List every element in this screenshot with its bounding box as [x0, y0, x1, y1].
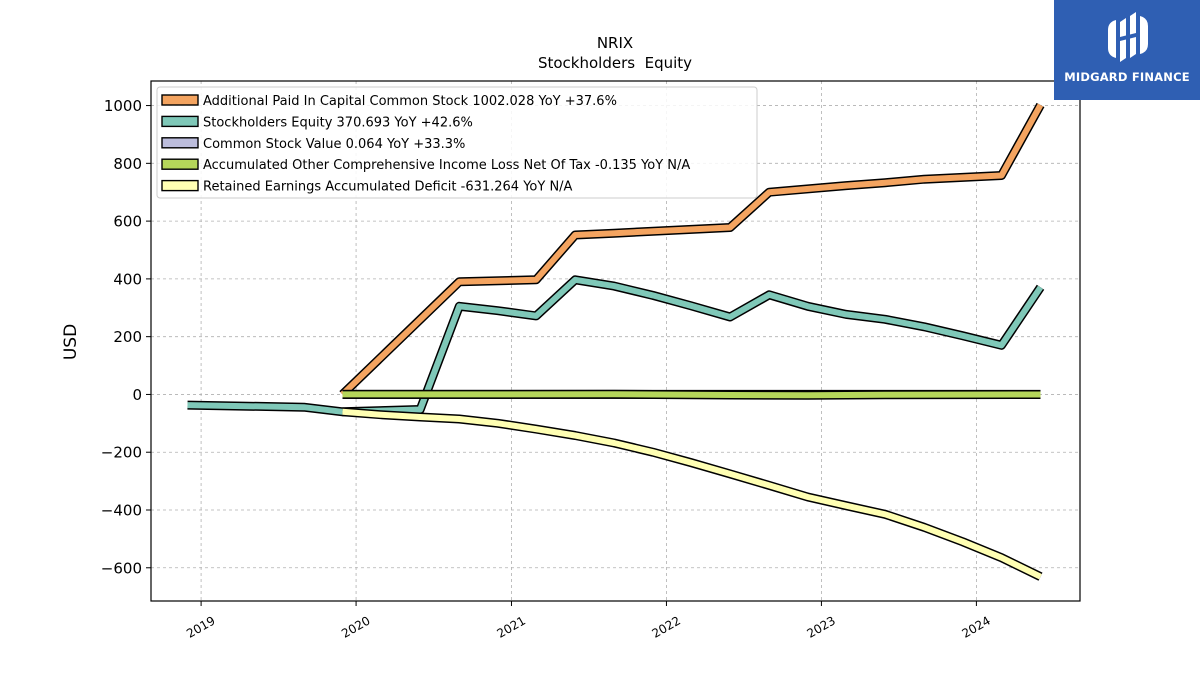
- legend-entry-label: Common Stock Value 0.064 YoY +33.3%: [203, 137, 465, 152]
- legend-entry-label: Retained Earnings Accumulated Deficit -6…: [203, 180, 573, 195]
- legend-swatch: [161, 137, 199, 149]
- plot-frame: [150, 80, 1081, 602]
- y-tick-label: −600: [101, 559, 142, 577]
- legend-entry-label: Accumulated Other Comprehensive Income L…: [203, 158, 690, 173]
- series-line: [342, 408, 1042, 580]
- series-line: [340, 103, 1044, 397]
- y-tick-label: 600: [113, 213, 142, 231]
- brand-logo: MIDGARD FINANCE: [1054, 0, 1200, 100]
- legend-box: [156, 86, 758, 199]
- axis-ticks: 1000 800 600 400 200 0 −200 −400 −600 2019 2020 202…: [101, 97, 993, 641]
- x-tick-label: 2023: [804, 613, 837, 640]
- y-tick-label: 200: [113, 328, 142, 346]
- legend-swatch: [161, 94, 199, 106]
- title-group: NRIX Stockholders Equity: [538, 34, 692, 72]
- legend-swatch: [161, 158, 199, 170]
- x-tick-label: 2020: [339, 613, 372, 640]
- x-tick-label: 2021: [495, 613, 528, 640]
- x-tick-label: 2024: [959, 613, 992, 640]
- y-tick-label: 1000: [104, 97, 142, 115]
- series-0-line: [339, 102, 1045, 398]
- x-tick-label: 2019: [184, 613, 217, 640]
- legend-swatch: [161, 179, 199, 192]
- y-tick-label: −200: [101, 444, 142, 462]
- y-tick-label: 800: [113, 155, 142, 173]
- series-3-line: [342, 389, 1041, 400]
- logo-text: MIDGARD FINANCE: [1064, 70, 1190, 84]
- series-4-line: [342, 407, 1043, 581]
- y-tick-label: 400: [113, 270, 142, 288]
- legend-entry-label: Stockholders Equity 370.693 YoY +42.6%: [203, 115, 473, 130]
- legend-swatch: [161, 115, 199, 128]
- legend: Additional Paid In Capital Common Stock …: [156, 86, 758, 199]
- series-line-outline: [342, 407, 1043, 581]
- grid: [151, 81, 1080, 601]
- series-line: [342, 391, 1041, 399]
- y-tick-label: 0: [132, 386, 142, 404]
- y-axis-label: USD: [61, 324, 81, 360]
- chart-title: NRIX: [597, 34, 633, 52]
- legend-entry-label: Additional Paid In Capital Common Stock …: [203, 94, 617, 109]
- x-tick-label: 2022: [649, 613, 682, 640]
- series-layer: [187, 102, 1045, 581]
- y-tick-label: −400: [101, 502, 142, 520]
- logo-mark-icon: [1108, 12, 1148, 62]
- chart-subtitle: Stockholders Equity: [538, 54, 692, 72]
